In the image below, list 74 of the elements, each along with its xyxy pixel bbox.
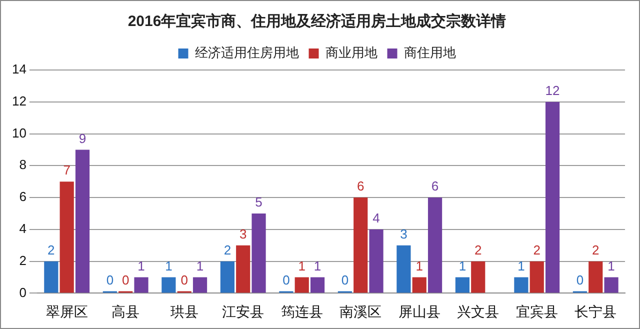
data-label: 9	[78, 130, 86, 146]
data-label: 2	[224, 242, 232, 258]
legend-label: 商住用地	[404, 45, 456, 60]
data-label: 0	[106, 272, 114, 288]
x-tick-label: 高县	[112, 303, 140, 320]
data-label: 12	[545, 82, 560, 98]
data-label: 0	[341, 272, 349, 288]
x-tick-label: 筠连县	[280, 303, 323, 320]
y-tick-label: 0	[19, 284, 26, 300]
data-label: 1	[458, 258, 466, 274]
data-label: 1	[298, 258, 306, 274]
data-label: 2	[474, 242, 482, 258]
bar	[530, 261, 544, 293]
x-tick-label: 宜宾县	[516, 303, 558, 320]
x-tick-label: 江安县	[222, 303, 264, 320]
data-label: 6	[356, 178, 364, 194]
data-label: 3	[239, 226, 247, 242]
bar	[252, 213, 266, 293]
bar	[294, 277, 309, 293]
bar	[162, 277, 176, 293]
y-tick-label: 8	[19, 157, 26, 172]
legend-label: 经济适用住房用地	[194, 45, 299, 60]
y-tick-label: 2	[19, 252, 26, 268]
data-label: 2	[533, 242, 540, 258]
data-label: 2	[592, 242, 600, 258]
bar	[545, 102, 560, 293]
bar	[455, 277, 470, 293]
x-tick-label: 翠屏区	[46, 303, 88, 320]
data-label: 3	[400, 226, 408, 242]
bar	[44, 261, 58, 293]
bar	[412, 277, 426, 293]
data-label: 4	[372, 210, 380, 226]
bar	[60, 182, 74, 293]
y-tick-label: 4	[19, 221, 26, 236]
y-tick-label: 14	[12, 62, 26, 77]
data-label: 1	[196, 258, 204, 274]
x-tick-label: 南溪区	[340, 303, 382, 320]
x-tick-label: 兴文县	[457, 303, 500, 320]
data-label: 0	[180, 272, 188, 288]
x-tick-label: 屏山县	[398, 303, 440, 320]
y-tick-label: 12	[12, 93, 26, 108]
bar	[236, 245, 250, 293]
bar	[354, 198, 368, 293]
data-label: 6	[431, 178, 439, 194]
y-tick-label: 6	[19, 189, 26, 204]
bar	[428, 198, 442, 293]
data-label: 0	[282, 272, 290, 288]
chart-title: 2016年宜宾市商、住用地及经济适用房土地成交宗数详情	[128, 12, 506, 30]
data-label: 1	[314, 258, 322, 274]
x-tick-label: 珙县	[170, 303, 198, 320]
data-label: 5	[255, 194, 262, 210]
bar	[471, 261, 486, 293]
bar	[604, 277, 618, 293]
bar	[514, 277, 528, 293]
bar	[134, 277, 148, 293]
data-label: 1	[165, 258, 172, 274]
data-label: 0	[122, 272, 130, 288]
data-label: 7	[63, 162, 70, 178]
x-tick-label: 长宁县	[574, 303, 617, 320]
data-label: 1	[518, 258, 525, 274]
bar	[220, 261, 234, 293]
bar	[396, 245, 411, 293]
data-label: 1	[138, 258, 145, 274]
y-tick-label: 10	[12, 125, 26, 140]
data-label: 1	[608, 258, 615, 274]
legend-label: 商业用地	[325, 45, 378, 60]
data-label: 0	[576, 272, 584, 288]
bar	[369, 229, 384, 293]
bar	[192, 277, 208, 293]
data-label: 2	[48, 242, 55, 258]
bar	[75, 150, 90, 293]
bar	[310, 277, 325, 293]
data-label: 1	[416, 258, 423, 274]
bar	[588, 261, 603, 293]
